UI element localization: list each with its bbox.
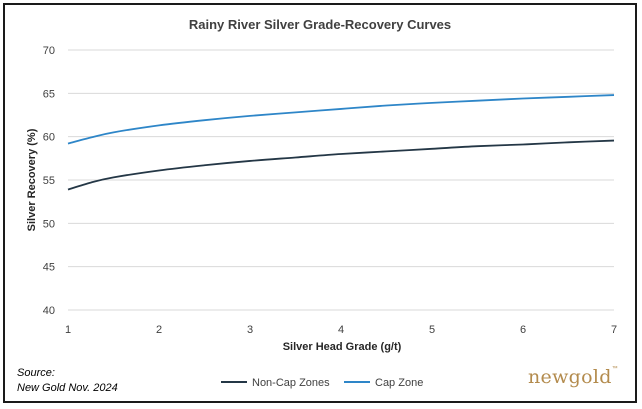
x-tick-label: 7 <box>611 324 617 336</box>
y-tick-label: 45 <box>43 262 55 274</box>
x-tick-label: 5 <box>429 324 435 336</box>
source-label: Source: <box>17 367 55 379</box>
x-tick-label: 4 <box>338 324 344 336</box>
x-tick-label: 6 <box>520 324 526 336</box>
legend-label-1: Cap Zone <box>375 377 423 389</box>
series-line-0 <box>67 139 615 191</box>
y-tick-label: 65 <box>43 88 55 100</box>
source-text: New Gold Nov. 2024 <box>17 382 118 394</box>
grid <box>68 49 614 311</box>
y-tick-label: 50 <box>43 218 55 230</box>
y-tick-label: 40 <box>43 305 55 317</box>
x-axis-ticks: 1 2 3 4 5 6 7 <box>65 324 617 336</box>
series-lines <box>67 94 615 191</box>
series-line-1 <box>67 94 615 145</box>
y-tick-label: 55 <box>43 175 55 187</box>
x-tick-label: 2 <box>156 324 162 336</box>
x-tick-label: 3 <box>247 324 253 336</box>
chart-frame <box>3 3 637 403</box>
trademark-mark: ™ <box>611 366 618 372</box>
y-axis-ticks: 40 45 50 55 60 65 70 <box>43 45 55 317</box>
logo-text: newgold <box>528 366 612 388</box>
chart-title: Rainy River Silver Grade-Recovery Curves <box>189 17 451 32</box>
y-axis-label: Silver Recovery (%) <box>26 128 38 231</box>
y-tick-label: 70 <box>43 45 55 57</box>
newgold-logo: newgold™ <box>528 366 618 388</box>
x-axis-label: Silver Head Grade (g/t) <box>283 341 402 353</box>
legend: Non-Cap Zones Cap Zone <box>221 377 423 389</box>
x-tick-label: 1 <box>65 324 71 336</box>
legend-label-0: Non-Cap Zones <box>252 377 330 389</box>
y-tick-label: 60 <box>43 132 55 144</box>
